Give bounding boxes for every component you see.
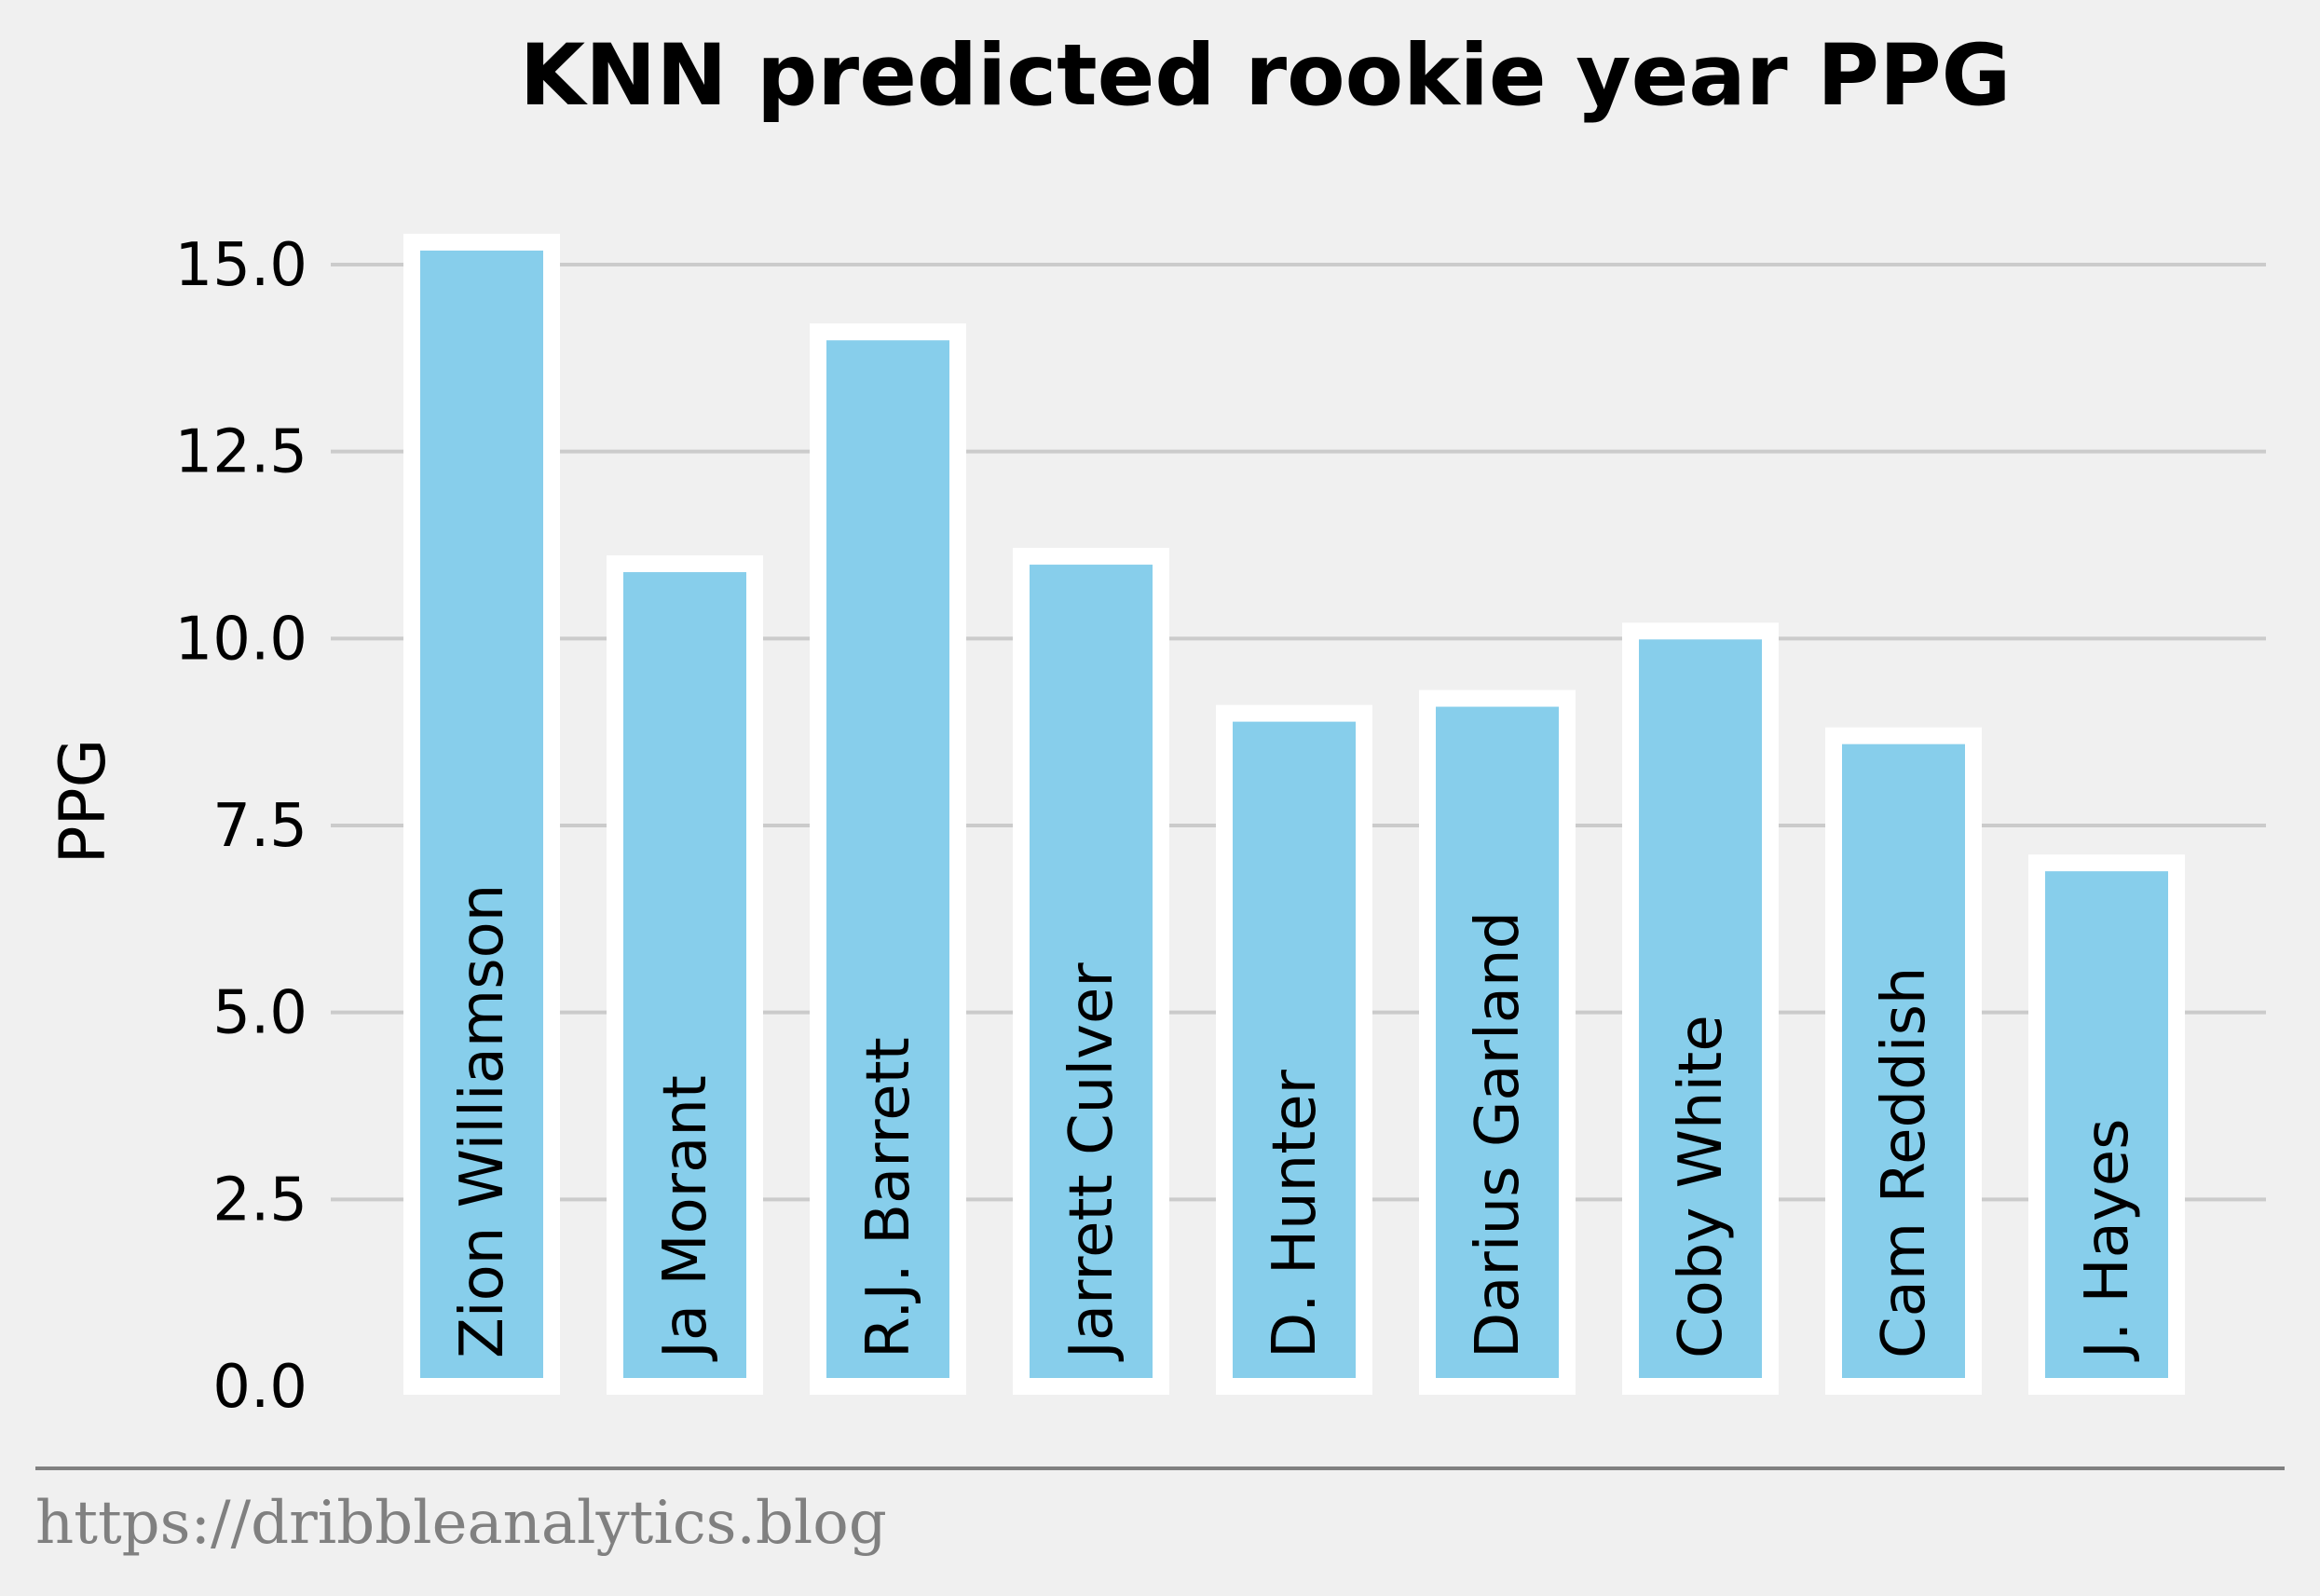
bar: [403, 233, 560, 1395]
y-tick-label: 10.0: [175, 605, 308, 674]
bar-label: D. Hunter: [1261, 1069, 1330, 1358]
bar-label: R.J. Barrett: [854, 1037, 923, 1358]
bar: [2028, 854, 2185, 1395]
bar-label: Jarrett Culver: [1058, 962, 1126, 1362]
bar: [1825, 727, 1982, 1395]
bar: [1013, 548, 1169, 1395]
y-tick-label: 0.0: [212, 1353, 307, 1422]
bar-group: Coby White: [1622, 622, 1779, 1395]
bar-label: Darius Garland: [1464, 911, 1533, 1358]
bar-group: D. Hunter: [1216, 704, 1372, 1395]
y-tick-label: 15.0: [175, 231, 308, 300]
y-tick-label: 7.5: [212, 792, 307, 861]
bar-label: Cam Reddish: [1870, 967, 1939, 1359]
y-tick-label: 5.0: [212, 979, 307, 1048]
bar-group: J. Hayes: [2028, 854, 2185, 1395]
bars: Zion Williamson Ja Morant R.J. Barrett Jarr…: [403, 233, 2185, 1395]
bar-label: J. Hayes: [2073, 1119, 2142, 1363]
y-axis-label: PPG: [47, 739, 120, 865]
bar-group: Darius Garland: [1419, 689, 1576, 1395]
bar-group: Cam Reddish: [1825, 727, 1982, 1395]
source-url: https://dribbleanalytics.blog: [35, 1489, 887, 1558]
bar-label: Ja Morant: [651, 1075, 720, 1362]
y-tick-label: 2.5: [212, 1166, 307, 1235]
bar: [810, 323, 966, 1395]
bar-group: Ja Morant: [607, 555, 763, 1395]
bar-label: Zion Williamson: [448, 884, 517, 1358]
bar: [1622, 622, 1779, 1395]
bar-group: R.J. Barrett: [810, 323, 966, 1395]
y-tick-label: 12.5: [175, 418, 308, 487]
bar-label: Coby White: [1667, 1015, 1736, 1358]
bar: [607, 555, 763, 1395]
chart-title: KNN predicted rookie year PPG: [520, 27, 2012, 125]
bar-group: Zion Williamson: [403, 233, 560, 1395]
bar-group: Jarrett Culver: [1013, 548, 1169, 1395]
bar: [1419, 689, 1576, 1395]
y-axis-ticks: 0.0 2.5 5.0 7.5 10.0 12.5 15.0: [175, 231, 308, 1422]
bar: [1216, 704, 1372, 1395]
